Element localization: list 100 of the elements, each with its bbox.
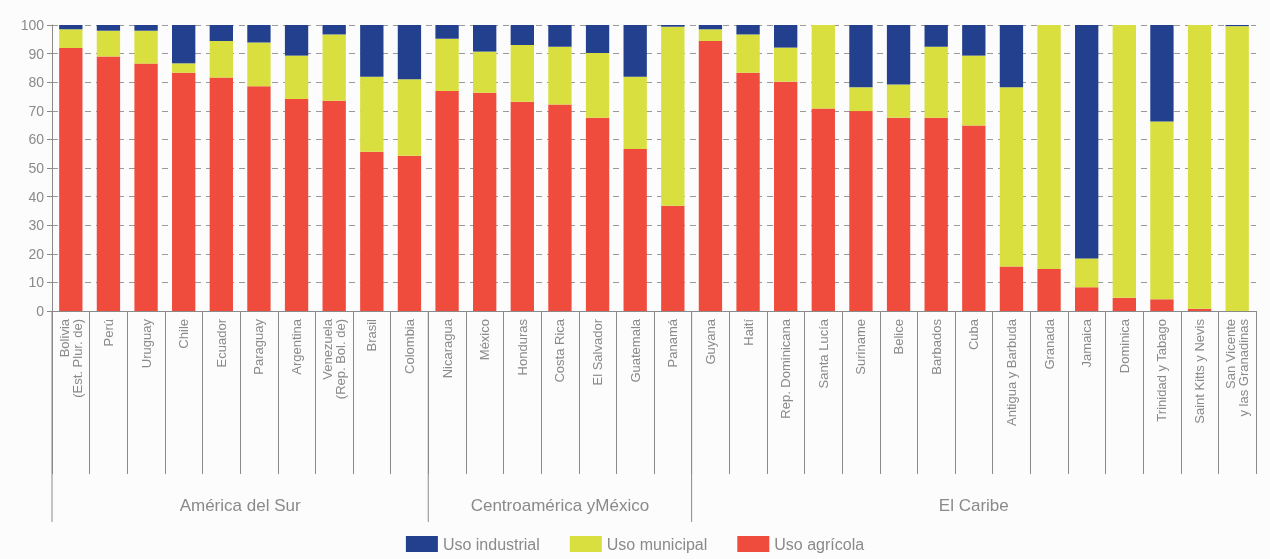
bar [1037,25,1061,269]
bar [172,25,196,64]
bar [397,25,422,80]
legend-label: Uso industrial [442,535,540,553]
x-tick-label: Honduras [514,318,530,376]
bar [284,55,309,100]
bar [209,41,233,78]
bar [698,41,723,311]
x-tick-label: San Vicente y las Granadinas [1223,318,1252,417]
bar [661,205,685,311]
bar [134,30,158,64]
bar [510,45,534,102]
y-tick-label: 40 [28,188,45,205]
bar [435,91,459,311]
bar [360,76,384,152]
legend-label: Uso municipal [606,535,708,553]
bar [1037,268,1061,311]
bar [360,151,384,311]
y-tick-label: 0 [36,303,45,319]
x-tick-label: Belice [891,319,907,355]
bar [811,108,835,311]
bar [209,25,233,42]
bar [1075,258,1099,288]
bar [736,25,760,35]
bar [247,25,271,43]
bar [510,25,534,46]
bar [623,149,647,311]
bar [1150,25,1174,122]
bar [736,72,760,311]
bar [849,111,873,311]
bar [623,76,647,150]
x-tick-label: Rep. Dominicana [778,318,794,419]
x-tick-label: Costa Rica [552,318,568,383]
x-tick-label: Granada [1041,318,1057,370]
y-tick-label: 70 [28,102,45,119]
x-tick-label: Guyana [702,318,718,365]
bar [284,25,309,56]
bar [886,84,911,118]
x-tick-label: Uruguay [138,318,154,369]
y-tick-label: 10 [28,274,45,291]
bar [1150,121,1174,300]
y-tick-label: 50 [28,160,45,176]
bar [473,51,497,93]
bar [172,72,196,311]
bar [661,26,685,206]
bar [999,266,1024,311]
bar [473,92,497,311]
x-tick-label: Venezuela (Rep. Bol. de) [320,318,349,400]
bar [134,63,158,311]
bar [172,63,196,73]
bar [209,77,233,311]
text: América del Sur [179,495,301,515]
x-tick-label: Santa Lucía [815,318,831,389]
x-tick-label: Dominica [1116,318,1132,374]
bar [1150,299,1174,311]
bar [774,81,798,311]
x-tick-label: Perú [100,319,116,347]
bar [397,79,422,156]
bar [849,87,873,112]
bar [59,47,83,311]
bar [1112,297,1136,311]
bar [322,100,346,311]
bar [1075,287,1099,311]
bar [1225,26,1249,311]
bar [1187,25,1212,309]
bar [886,117,911,311]
bar [585,25,610,54]
bar [284,99,309,311]
bar [322,34,346,101]
bar [962,25,986,56]
x-tick-label: Paraguay [251,318,267,375]
bar [774,47,798,82]
bar [1075,25,1099,259]
text: El Caribe [938,495,1009,515]
bar [435,25,459,39]
bar [247,42,271,87]
bar [134,25,158,31]
bar [774,25,798,48]
bar [322,25,346,35]
bar [397,155,422,311]
bar [698,25,723,30]
y-tick-label: 100 [20,17,45,33]
bar [96,25,121,31]
x-tick-label: Antigua y Barbuda [1003,318,1019,426]
bar [59,25,83,30]
bar [548,25,572,47]
y-tick-label: 80 [28,74,45,91]
bar [849,25,873,88]
bar [999,87,1024,267]
bar [435,38,459,92]
bar [736,34,760,73]
bar [96,30,121,57]
x-tick-label: Suriname [853,319,869,375]
bar [96,56,121,311]
x-tick-label: Bolivia (Est. Plur. de) [56,318,85,398]
legend-label: Uso agrícola [774,535,865,553]
bar [585,117,610,311]
bar [924,25,948,47]
bar [924,117,948,311]
x-tick-label: Panamá [665,318,681,368]
